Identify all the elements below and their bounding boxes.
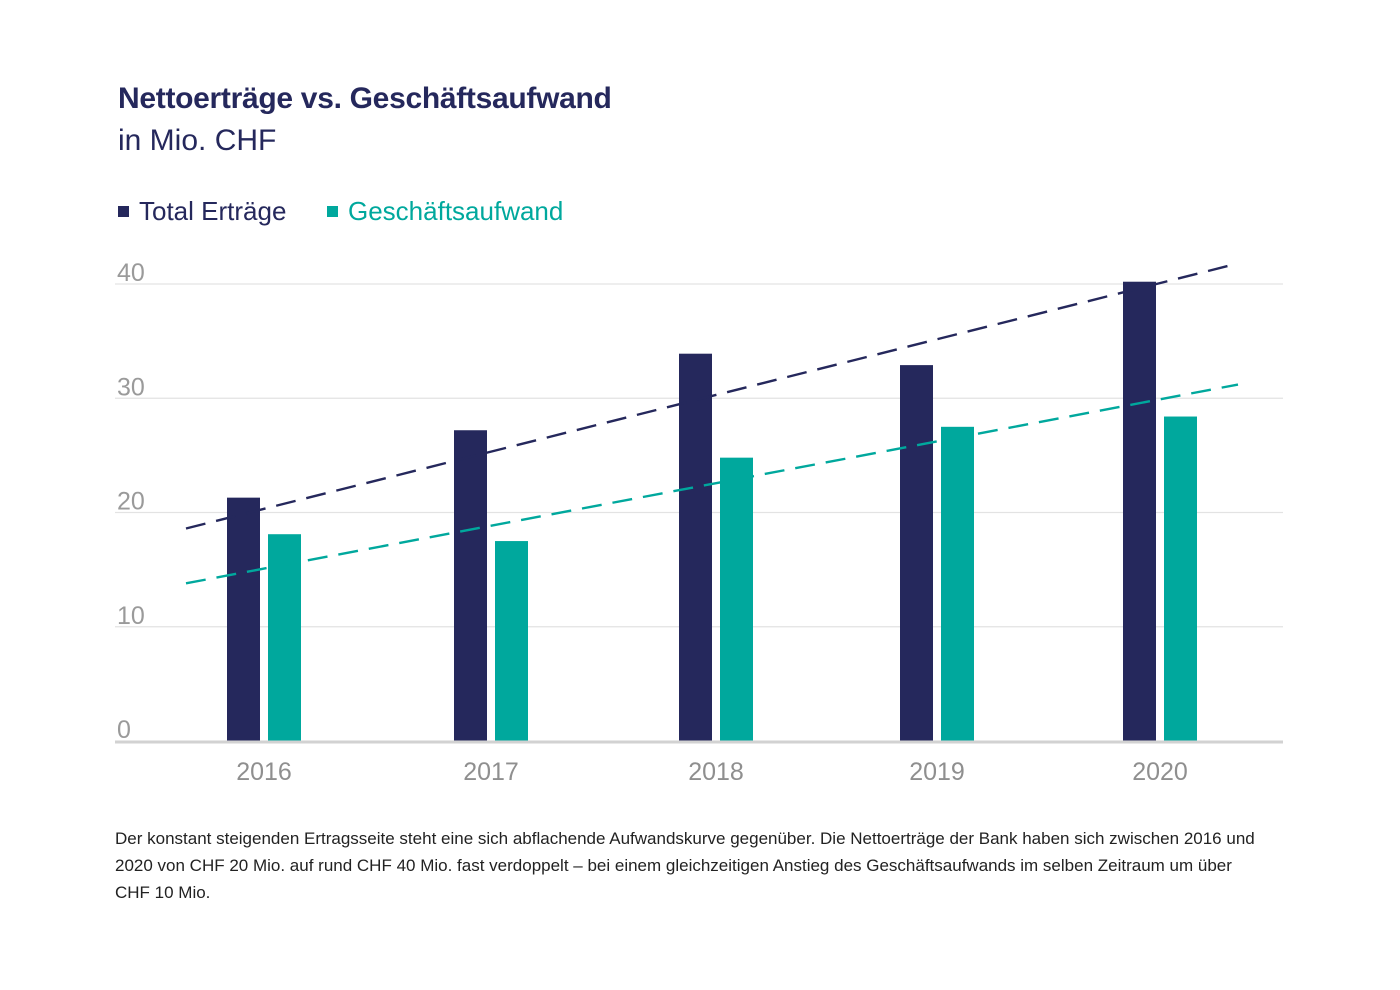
y-tick-label: 30 [117,373,145,401]
bar-total-ertraege-2019 [900,365,933,741]
legend-swatch-total-ertraege [118,206,129,217]
bar-geschaeftsaufwand-2018 [720,457,753,741]
chart-caption: Der konstant steigenden Ertragsseite ste… [115,829,1255,902]
x-tick-label-2019: 2019 [909,758,965,786]
bar-geschaeftsaufwand-2019 [941,426,974,741]
y-tick-label: 40 [117,259,145,287]
bar-total-ertraege-2016 [227,497,260,741]
x-tick-label-2020: 2020 [1132,758,1188,786]
y-tick-label: 10 [117,602,145,630]
chart-subtitle: in Mio. CHF [118,124,277,157]
bar-geschaeftsaufwand-2017 [495,541,528,741]
chart-title: Nettoerträge vs. Geschäftsaufwand [118,82,612,115]
trendline-total-ertraege [185,262,1239,530]
bar-geschaeftsaufwand-2016 [268,534,301,741]
legend-label-total-ertraege: Total Erträge [139,196,287,226]
trendline-geschaeftsaufwand [185,383,1239,585]
x-tick-label-2017: 2017 [463,758,519,786]
legend-item-total-ertraege: Total Erträge [118,196,286,227]
bar-total-ertraege-2020 [1123,281,1156,741]
bar-geschaeftsaufwand-2020 [1164,416,1197,741]
legend-item-geschaeftsaufwand: Geschäftsaufwand [327,196,563,227]
x-tick-label-2016: 2016 [236,758,292,786]
y-tick-label: 20 [117,488,145,516]
bar-total-ertraege-2017 [454,430,487,741]
y-tick-label: 0 [117,716,131,744]
legend-swatch-geschaeftsaufwand [327,206,338,217]
bar-total-ertraege-2018 [679,353,712,741]
legend-label-geschaeftsaufwand: Geschäftsaufwand [348,196,564,226]
x-tick-label-2018: 2018 [688,758,744,786]
